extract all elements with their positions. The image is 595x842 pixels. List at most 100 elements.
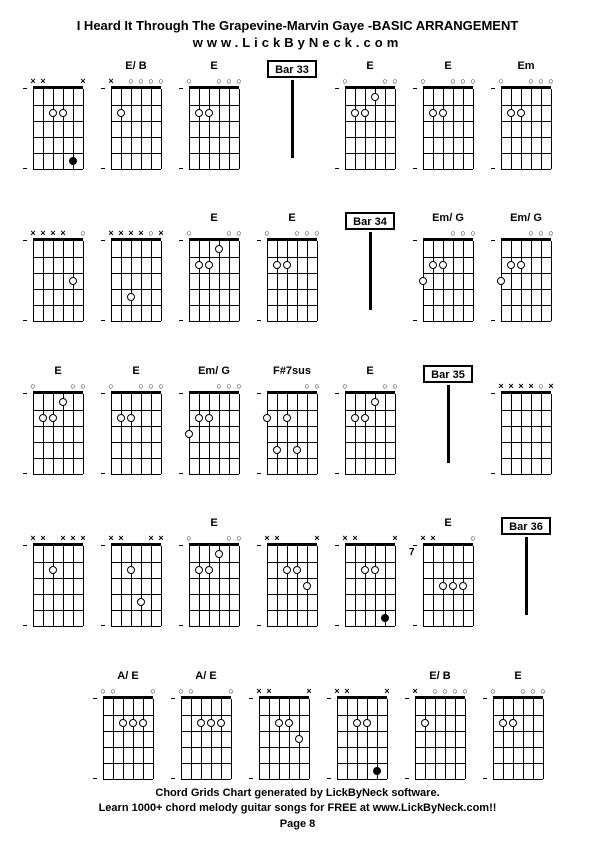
fretboard-grid — [345, 543, 395, 623]
string-markers: ○○○ — [341, 381, 399, 391]
bar-marker-cell: Bar 33 — [258, 60, 326, 158]
finger-dot — [429, 109, 437, 117]
string-markers: ○○○ — [99, 686, 157, 696]
finger-dot — [283, 414, 291, 422]
chord-name: Em/ G — [432, 212, 464, 226]
chord-diagram: ××× — [263, 533, 321, 625]
footer: Chord Grids Chart generated by LickByNec… — [24, 786, 571, 832]
finger-dot — [129, 719, 137, 727]
finger-dot — [215, 550, 223, 558]
finger-dot — [361, 414, 369, 422]
finger-dot — [205, 261, 213, 269]
fretboard-grid — [415, 696, 465, 776]
chord-diagram: ××× — [255, 686, 313, 778]
finger-dot — [497, 277, 505, 285]
finger-dot — [449, 582, 457, 590]
finger-dot — [361, 566, 369, 574]
chord-diagram: ××××○ — [29, 228, 87, 320]
finger-dot — [69, 157, 77, 165]
chord-diagram: ××× — [333, 686, 391, 778]
string-markers: ○○○○ — [185, 76, 243, 86]
chord-diagram: ×××× — [107, 533, 165, 625]
string-markers: ×××× — [107, 533, 165, 543]
string-markers: ○○○ — [185, 228, 243, 238]
string-markers: ×○○○○ — [411, 686, 469, 696]
chord-name: Em/ G — [198, 365, 230, 379]
finger-dot — [127, 566, 135, 574]
chord-cell: ××××○ — [24, 212, 92, 320]
chord-diagram: ××× — [341, 533, 399, 625]
fretboard-grid — [267, 391, 317, 471]
fretboard-grid — [189, 86, 239, 166]
string-markers: ××× — [255, 686, 313, 696]
chord-diagram: ××××○× — [497, 381, 555, 473]
chord-cell: E○○○ — [180, 212, 248, 320]
finger-dot — [205, 109, 213, 117]
chord-diagram: ○○○○ — [497, 76, 555, 168]
string-markers: ○○○ — [419, 228, 477, 238]
string-markers: ○○○ — [29, 381, 87, 391]
chord-row: E○○○E○○○○Em/ G○○○F#7sus○○E○○○Bar 35××××○… — [24, 365, 571, 473]
chord-diagram: ××× — [29, 76, 87, 168]
chord-cell: Em○○○○ — [492, 60, 560, 168]
finger-dot — [127, 414, 135, 422]
bar-divider — [525, 537, 528, 615]
chord-diagram: ○○○ — [185, 228, 243, 320]
finger-dot — [295, 735, 303, 743]
finger-dot — [371, 566, 379, 574]
fretboard-grid — [103, 696, 153, 776]
finger-dot — [439, 261, 447, 269]
finger-dot — [499, 719, 507, 727]
chord-name: E — [366, 60, 373, 74]
string-markers: ××○ — [419, 533, 477, 543]
chord-cell: ××× — [328, 670, 396, 778]
string-markers: ××× — [263, 533, 321, 543]
finger-dot — [285, 719, 293, 727]
chord-diagram: ×○○○○ — [107, 76, 165, 168]
chord-cell: Em/ G○○○ — [492, 212, 560, 320]
chord-diagram: ○○○○ — [419, 76, 477, 168]
fretboard-grid — [259, 696, 309, 776]
finger-dot — [197, 719, 205, 727]
chord-cell: Em/ G ○○○ — [414, 212, 482, 320]
chord-cell: A/ E○○○ — [94, 670, 162, 778]
finger-dot — [185, 430, 193, 438]
chord-cell: E7××○ — [414, 517, 482, 625]
chord-diagram: ○○○○ — [489, 686, 547, 778]
chord-name: E — [514, 670, 521, 684]
fretboard-grid — [111, 238, 161, 318]
string-markers: ○○○ — [341, 76, 399, 86]
chord-rows: ×××E/ B×○○○○E○○○○Bar 33E○○○E○○○○Em○○○○××… — [24, 60, 571, 778]
finger-dot — [509, 719, 517, 727]
chord-diagram: ○○○ — [177, 686, 235, 778]
string-markers: ○○○○ — [419, 76, 477, 86]
finger-dot — [139, 719, 147, 727]
finger-dot — [117, 414, 125, 422]
string-markers: ○○○○ — [497, 76, 555, 86]
chord-cell: E○○○○ — [258, 212, 326, 320]
fretboard-grid — [181, 696, 231, 776]
fretboard-grid — [423, 86, 473, 166]
string-markers: ○○○ — [185, 533, 243, 543]
string-markers: ××× — [29, 76, 87, 86]
bar-label: Bar 36 — [501, 517, 551, 535]
chord-cell: F#7sus○○ — [258, 365, 326, 473]
string-markers: ○○○○ — [107, 381, 165, 391]
chord-cell: E○○○○ — [414, 60, 482, 168]
finger-dot — [419, 277, 427, 285]
finger-dot — [119, 719, 127, 727]
footer-line-1: Chord Grids Chart generated by LickByNec… — [24, 786, 571, 801]
string-markers: ○○○ — [497, 228, 555, 238]
fretboard-grid — [267, 543, 317, 623]
chord-cell: E ○○○○ — [484, 670, 552, 778]
fretboard-grid — [189, 238, 239, 318]
finger-dot — [215, 245, 223, 253]
finger-dot — [351, 109, 359, 117]
chord-cell: E○○○ — [336, 365, 404, 473]
finger-dot — [207, 719, 215, 727]
fretboard-grid — [337, 696, 387, 776]
finger-dot — [49, 414, 57, 422]
chord-diagram: ○○○ — [497, 228, 555, 320]
finger-dot — [69, 277, 77, 285]
string-markers: ○○ — [263, 381, 321, 391]
